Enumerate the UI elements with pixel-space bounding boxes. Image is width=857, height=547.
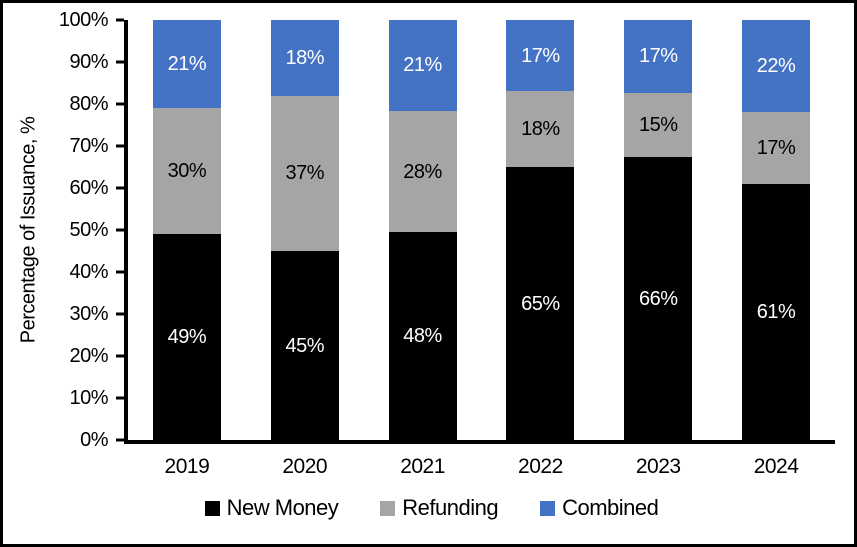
legend-swatch-refunding [380,500,396,516]
y-axis-tick-label: 90% [69,51,108,73]
y-axis-tick-mark [116,354,124,358]
y-axis-tick-mark [116,60,124,64]
x-axis-label-2023: 2023 [635,455,681,478]
y-axis-tick-mark [116,312,124,316]
segment-new-money-2020: 45% [270,251,339,440]
bar-2019: 49% 30% 21% [152,20,221,440]
data-label-combined-2020: 18% [285,46,324,69]
x-axis-line [124,440,835,444]
y-axis-tick-mark [116,228,124,232]
data-label-combined-2023: 17% [638,45,678,68]
legend-item-combined: Combined [540,495,659,521]
bar-2020: 45% 37% 18% [270,20,339,440]
data-label-new-money-2021: 48% [403,325,442,348]
data-label-combined-2024: 22% [756,55,796,78]
x-axis-labels: 2019 2020 2021 2022 2023 2024 [128,455,835,479]
y-axis-tick-label: 80% [69,93,108,115]
segment-combined-2019: 21% [152,20,221,109]
bar-2022: 65% 18% 17% [506,20,575,440]
y-axis-tick-label: 50% [69,219,108,241]
y-axis-tick-mark [116,144,124,148]
legend-label-refunding: Refunding [402,495,499,520]
legend-label-new-money: New Money [226,495,339,520]
segment-combined-2021: 21% [388,20,457,111]
legend: New Money Refunding Combined [3,495,857,521]
segment-combined-2024: 22% [742,20,811,113]
y-axis-tick-mark [116,18,124,22]
y-axis-tick-mark [116,186,124,190]
x-axis-label-2022: 2022 [518,455,563,478]
segment-combined-2022: 17% [506,20,575,92]
y-axis-tick-mark [116,102,124,106]
y-axis-tick-mark [116,438,124,442]
legend-swatch-combined [540,500,556,516]
x-axis-label-2019: 2019 [164,455,210,478]
y-axis-tick-label: 10% [69,387,108,409]
data-label-new-money-2024: 61% [756,300,796,323]
y-axis-tick-label: 20% [69,345,108,367]
segment-combined-2023: 17% [624,20,693,93]
legend-item-new-money: New Money [204,495,339,521]
legend-label-combined: Combined [562,495,659,520]
bar-2021: 48% 28% 21% [388,20,457,440]
data-label-refunding-2019: 30% [167,160,207,183]
data-label-combined-2022: 17% [521,44,560,67]
segment-refunding-2021: 28% [388,110,457,233]
x-axis-label-2020: 2020 [282,455,328,478]
data-label-combined-2019: 21% [167,53,207,76]
segment-new-money-2023: 66% [624,157,693,440]
y-axis-tick-mark [116,396,124,400]
y-axis-tick-label: 0% [80,429,108,451]
y-axis-tick-label: 30% [69,303,108,325]
y-axis-tick-mark [116,270,124,274]
segment-new-money-2019: 49% [152,234,221,440]
data-label-new-money-2020: 45% [285,334,324,357]
segment-refunding-2020: 37% [270,95,339,251]
segment-new-money-2021: 48% [388,232,457,440]
segment-new-money-2024: 61% [742,183,811,440]
segment-refunding-2022: 18% [506,91,575,167]
y-axis-tick-label: 60% [69,177,108,199]
legend-swatch-new-money [204,500,220,516]
legend-item-refunding: Refunding [380,495,499,521]
y-axis-ticks: 0% 10% 20% 30% 40% 50% 60% 70% 80% 90% 100% [3,10,128,450]
data-label-new-money-2022: 65% [521,292,560,315]
segment-new-money-2022: 65% [506,167,575,440]
bar-2024: 61% 17% 22% [742,20,811,440]
data-label-refunding-2023: 15% [638,114,678,137]
bar-2023: 66% 15% 17% [624,20,693,440]
y-axis-tick-label: 40% [69,261,108,283]
y-axis-tick-label: 70% [69,135,108,157]
data-label-new-money-2023: 66% [638,287,678,310]
data-label-refunding-2020: 37% [285,162,324,185]
segment-refunding-2023: 15% [624,92,693,158]
segment-refunding-2024: 17% [742,112,811,184]
y-axis-line [124,20,128,444]
data-label-new-money-2019: 49% [167,326,207,349]
segment-refunding-2019: 30% [152,108,221,235]
plot-area: 49% 30% 21% 45% 37% 18% 48% 28% 21% 65% 18% 17% 66% 1… [128,20,835,440]
y-axis-tick-label: 100% [58,9,109,31]
data-label-refunding-2024: 17% [756,137,796,160]
segment-combined-2020: 18% [270,20,339,96]
data-label-refunding-2022: 18% [521,118,560,141]
x-axis-label-2021: 2021 [400,455,445,478]
data-label-combined-2021: 21% [403,54,442,77]
x-axis-label-2024: 2024 [753,455,799,478]
data-label-refunding-2021: 28% [403,160,442,183]
